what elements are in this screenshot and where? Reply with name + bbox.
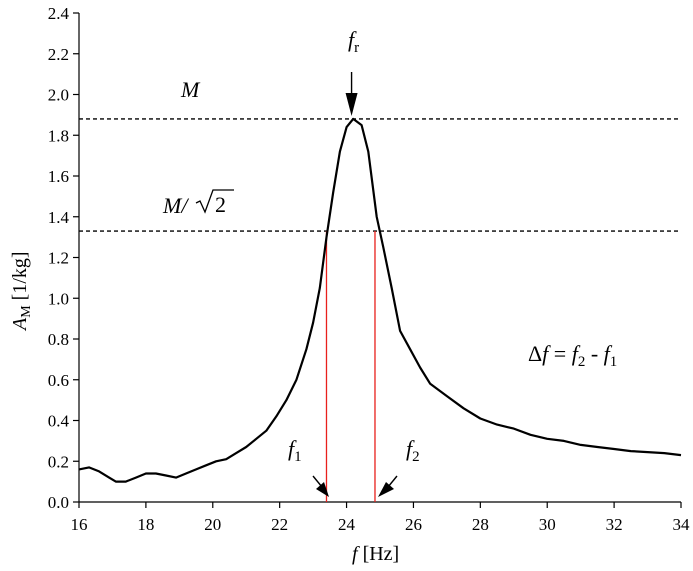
- y-tick-label: 0.2: [48, 452, 69, 471]
- x-tick-label: 24: [338, 515, 356, 534]
- y-tick-label: 2.0: [48, 86, 69, 105]
- x-tick-label: 20: [204, 515, 221, 534]
- fr-arrow: [345, 72, 358, 116]
- label-M: M: [180, 77, 201, 102]
- y-tick-label: 1.4: [48, 208, 70, 227]
- x-ticks: 16 18 20 22 24 26 28 30 32 34: [71, 502, 691, 534]
- x-tick-label: 34: [673, 515, 691, 534]
- y-tick-label: 1.0: [48, 289, 69, 308]
- y-tick-label: 0.0: [48, 493, 69, 512]
- x-tick-label: 22: [271, 515, 288, 534]
- label-fr: fr: [348, 27, 359, 56]
- label-f2: f2: [406, 436, 420, 465]
- svg-text:2: 2: [215, 192, 226, 217]
- y-tick-label: 2.2: [48, 45, 69, 64]
- x-tick-label: 32: [606, 515, 623, 534]
- formula-delta-f: Δf = f2 - f1: [528, 341, 617, 370]
- x-axis-label: f [Hz]: [352, 543, 399, 565]
- y-axis-label: AM [1/kg]: [9, 251, 34, 332]
- y-tick-label: 0.6: [48, 371, 69, 390]
- y-tick-label: 1.6: [48, 167, 69, 186]
- y-tick-label: 2.4: [48, 4, 70, 23]
- series-line: [78, 117, 682, 483]
- svg-text:M/: M/: [162, 193, 189, 218]
- x-tick-label: 28: [472, 515, 489, 534]
- x-tick-label: 18: [137, 515, 154, 534]
- label-M-over-root2: M/ 2: [162, 189, 234, 218]
- y-tick-label: 1.8: [48, 126, 69, 145]
- label-f1: f1: [288, 436, 302, 465]
- x-tick-label: 30: [539, 515, 556, 534]
- f1-arrow: [312, 475, 329, 497]
- x-tick-label: 16: [71, 515, 88, 534]
- y-ticks: 0.0 0.2 0.4 0.6 0.8 1.0 1.2 1.4 1.6 1.8 2.0 2.2 2.4: [48, 4, 79, 512]
- y-tick-label: 1.2: [48, 249, 69, 268]
- y-tick-label: 0.4: [48, 412, 70, 431]
- f2-arrow: [378, 475, 398, 497]
- y-tick-label: 0.8: [48, 330, 69, 349]
- x-tick-label: 26: [405, 515, 422, 534]
